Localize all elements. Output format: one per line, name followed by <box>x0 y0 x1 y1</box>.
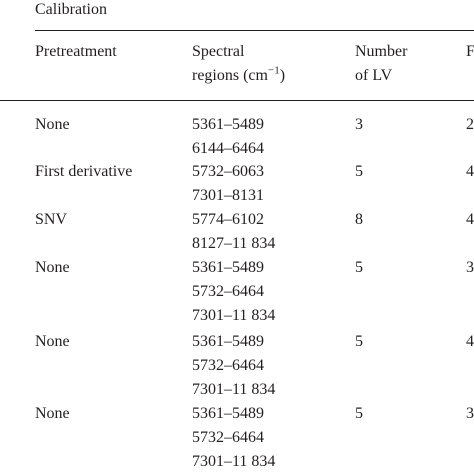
next-cell: 4 <box>466 211 474 228</box>
region-cell: 5361–5489 <box>192 333 264 350</box>
next-cell: 3 <box>466 259 474 276</box>
lv-cell: 5 <box>355 163 363 180</box>
header-cell: F <box>466 43 474 60</box>
pretreatment-cell: First derivative <box>35 163 133 180</box>
superscript: −1 <box>267 64 280 77</box>
region-cell: 5732–6063 <box>192 163 264 180</box>
region-cell: 5732–6464 <box>192 357 264 374</box>
header-cell: regions (cm−1) <box>192 64 285 88</box>
pretreatment-cell: None <box>35 333 70 350</box>
lv-cell: 5 <box>355 333 363 350</box>
pretreatment-cell: None <box>35 259 70 276</box>
header-cell: Spectral <box>192 43 245 60</box>
region-cell: 5774–6102 <box>192 211 264 228</box>
header-text: ) <box>279 67 286 84</box>
region-cell: 5732–6464 <box>192 429 264 446</box>
region-cell: 7301–11 834 <box>192 381 276 398</box>
next-cell: 4 <box>466 163 474 180</box>
region-cell: 8127–11 834 <box>192 235 276 252</box>
table-title: Calibration <box>35 1 107 18</box>
region-cell: 5732–6464 <box>192 283 264 300</box>
region-cell: 6144–6464 <box>192 140 264 157</box>
region-cell: 7301–11 834 <box>192 453 276 470</box>
lv-cell: 3 <box>355 116 363 133</box>
header-cell: Number <box>355 43 408 60</box>
next-cell: 2 <box>466 116 474 133</box>
lv-cell: 5 <box>355 259 363 276</box>
next-cell: 4 <box>466 333 474 350</box>
header-text: regions (cm <box>192 67 268 84</box>
region-cell: 7301–11 834 <box>192 307 276 324</box>
region-cell: 5361–5489 <box>192 259 264 276</box>
region-cell: 5361–5489 <box>192 116 264 133</box>
pretreatment-cell: None <box>35 116 70 133</box>
pretreatment-cell: SNV <box>35 211 68 228</box>
pretreatment-cell: None <box>35 405 70 422</box>
header-rule <box>0 100 474 101</box>
region-cell: 5361–5489 <box>192 405 264 422</box>
lv-cell: 8 <box>355 211 363 228</box>
header-cell: Pretreatment <box>35 43 117 60</box>
next-cell: 3 <box>466 405 474 422</box>
lv-cell: 5 <box>355 405 363 422</box>
top-rule <box>35 30 474 31</box>
region-cell: 7301–8131 <box>192 187 264 204</box>
header-cell: of LV <box>355 67 393 84</box>
